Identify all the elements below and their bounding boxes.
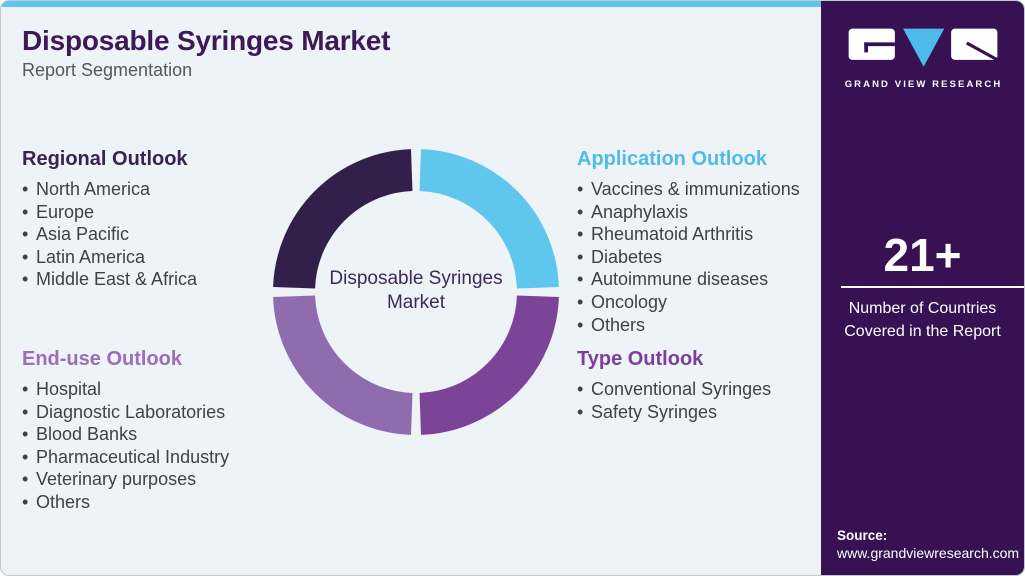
section-regional-outlook: Regional Outlook North America Europe As… [22,148,282,291]
list-item: Hospital [22,378,282,401]
list-item: Diagnostic Laboratories [22,401,282,424]
source-url: www.grandviewresearch.com [837,545,1020,561]
section-heading: Application Outlook [577,148,767,170]
source-block: Source: www.grandviewresearch.com [837,528,1019,561]
page-subtitle: Report Segmentation [22,60,193,80]
top-accent-bar [1,1,1024,7]
section-heading: Regional Outlook [22,148,188,170]
list-item: Vaccines & immunizations [577,178,827,201]
stat-block: 21+ Number of Countries Covered in the R… [821,231,1024,343]
donut-segment-bottom-right [418,294,559,435]
list-item: Anaphylaxis [577,201,827,224]
logo-r-leg [965,41,998,62]
sidebar-panel: GRAND VIEW RESEARCH 21+ Number of Countr… [821,1,1024,575]
list-item: Diabetes [577,246,827,269]
logo-g-hook [863,42,868,53]
brand-name: GRAND VIEW RESEARCH [844,79,1003,90]
section-application-outlook: Application Outlook Vaccines & immunizat… [577,148,827,336]
donut-segment-bottom-left [273,294,414,435]
donut-chart [273,149,559,435]
list-item: Pharmaceutical Industry [22,446,282,469]
stat-label: Number of Countries Covered in the Repor… [844,300,1001,340]
section-heading: End-use Outlook [22,348,182,370]
header: Disposable Syringes Market Report Segmen… [22,25,390,81]
donut-segment-top-left [273,149,414,290]
donut-center-label: Disposable Syringes Market [329,268,503,313]
logo-v-triangle-icon [902,28,944,67]
section-type-outlook: Type Outlook Conventional Syringes Safet… [577,348,827,423]
list-item: Autoimmune diseases [577,268,827,291]
section-list: Vaccines & immunizations Anaphylaxis Rhe… [577,178,827,336]
list-item: Middle East & Africa [22,268,282,291]
donut-segment-top-right [418,149,559,290]
list-item: Europe [22,201,282,224]
section-list: Conventional Syringes Safety Syringes [577,378,827,423]
list-item: Oncology [577,291,827,314]
gvr-logo-icon [848,28,998,67]
list-item: Latin America [22,246,282,269]
list-item: Others [577,314,827,337]
source-label: Source: [837,528,888,543]
list-item: Conventional Syringes [577,378,827,401]
page-title: Disposable Syringes Market [22,25,391,56]
stat-value: 21+ [883,229,962,281]
list-item: Asia Pacific [22,223,282,246]
section-list: North America Europe Asia Pacific Latin … [22,178,282,291]
gvr-logo: GRAND VIEW RESEARCH [821,1,1024,90]
section-list: Hospital Diagnostic Laboratories Blood B… [22,378,282,514]
list-item: Veterinary purposes [22,468,282,491]
section-enduse-outlook: End-use Outlook Hospital Diagnostic Labo… [22,348,282,514]
logo-g-slot [863,42,895,47]
list-item: Safety Syringes [577,401,827,424]
list-item: North America [22,178,282,201]
section-heading: Type Outlook [577,348,704,370]
list-item: Rheumatoid Arthritis [577,223,827,246]
list-item: Blood Banks [22,423,282,446]
stat-divider [841,286,1024,289]
list-item: Others [22,491,282,514]
